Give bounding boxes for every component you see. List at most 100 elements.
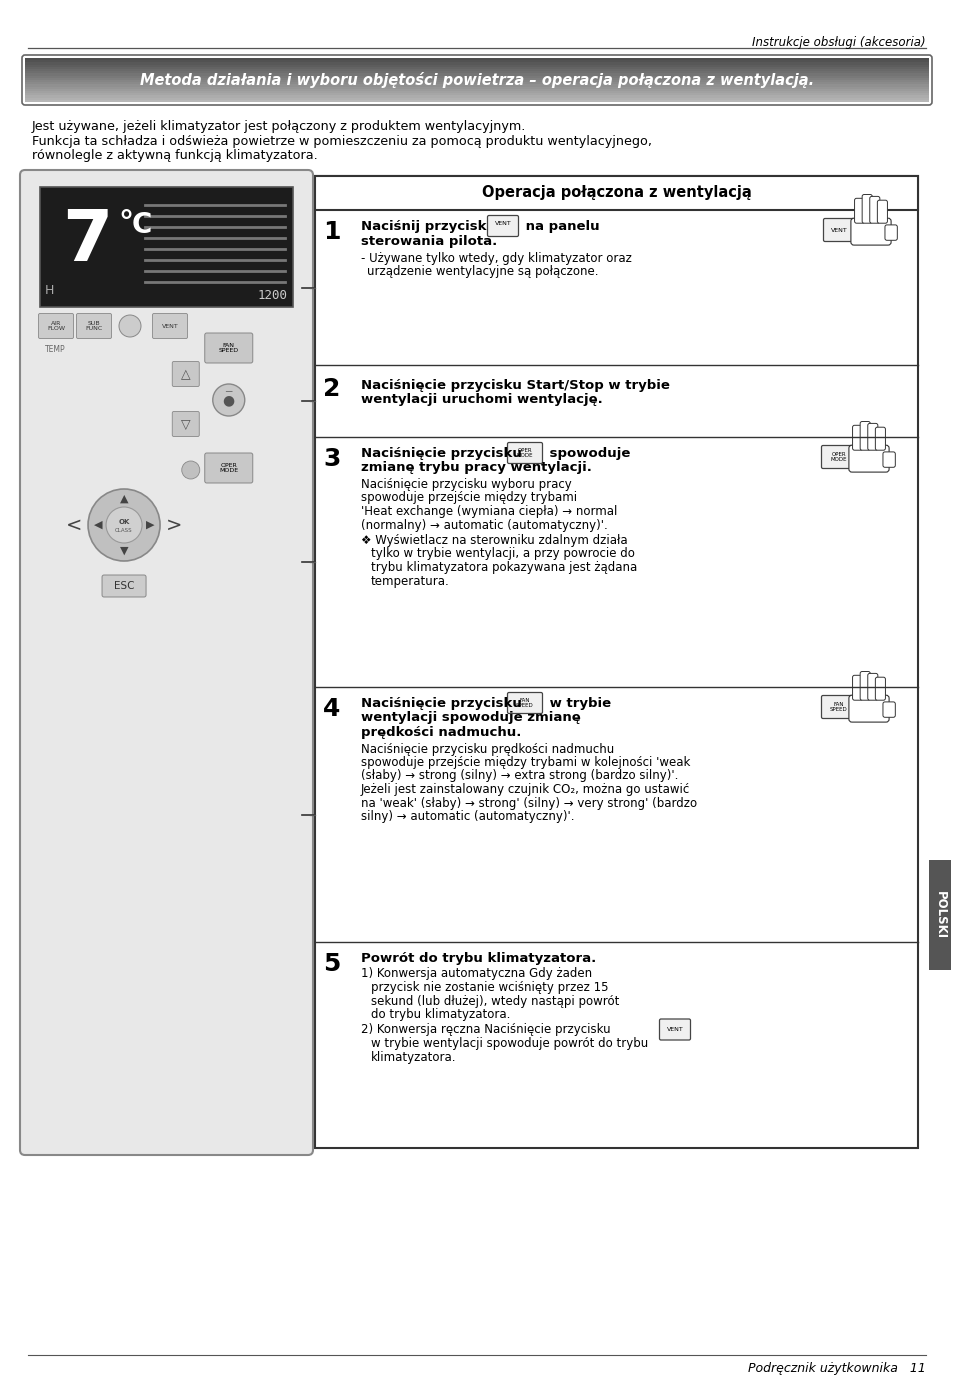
Text: OPER
MODE: OPER MODE (517, 448, 533, 458)
FancyBboxPatch shape (102, 575, 146, 596)
FancyBboxPatch shape (172, 412, 199, 437)
Bar (25, 76, 928, 78)
Text: CLASS: CLASS (115, 528, 132, 533)
Text: AIR
FLOW: AIR FLOW (47, 321, 65, 332)
Text: wentylacji spowoduje zmianę: wentylacji spowoduje zmianę (360, 711, 580, 725)
Circle shape (88, 489, 160, 561)
Text: <: < (66, 515, 82, 535)
Text: 1: 1 (323, 220, 340, 244)
Bar (314, 176, 917, 210)
Text: w trybie wentylacji spowoduje powrót do trybu: w trybie wentylacji spowoduje powrót do … (371, 1037, 648, 1050)
Text: TEMP: TEMP (45, 344, 66, 354)
Text: Funkcja ta schładza i odświeża powietrze w pomieszczeniu za pomocą produktu went: Funkcja ta schładza i odświeża powietrze… (32, 134, 651, 147)
Circle shape (182, 461, 199, 479)
Text: (słaby) → strong (silny) → extra strong (bardzo silny)'.: (słaby) → strong (silny) → extra strong … (360, 770, 678, 783)
FancyBboxPatch shape (884, 225, 897, 241)
Bar (314, 176, 917, 1148)
Bar (25, 78, 928, 80)
Text: Naciśnięcie przycisku prędkości nadmuchu: Naciśnięcie przycisku prędkości nadmuchu (360, 742, 614, 756)
Bar (25, 99, 928, 102)
FancyBboxPatch shape (862, 195, 871, 223)
Text: △: △ (181, 368, 191, 381)
Bar (25, 88, 928, 91)
Text: ●: ● (222, 393, 234, 407)
Text: 5: 5 (323, 952, 340, 976)
Text: SUB
FUNC: SUB FUNC (85, 321, 103, 332)
Bar (25, 98, 928, 101)
FancyBboxPatch shape (822, 218, 854, 241)
FancyBboxPatch shape (877, 200, 886, 223)
FancyBboxPatch shape (487, 216, 518, 237)
Text: 1200: 1200 (257, 288, 288, 302)
Text: na 'weak' (słaby) → strong' (silny) → very strong' (bardzo: na 'weak' (słaby) → strong' (silny) → ve… (360, 797, 697, 809)
Text: równolegle z aktywną funkcją klimatyzatora.: równolegle z aktywną funkcją klimatyzato… (32, 148, 317, 162)
Text: sekund (lub dłużej), wtedy nastąpi powrót: sekund (lub dłużej), wtedy nastąpi powró… (371, 994, 618, 1008)
Bar (25, 60, 928, 63)
Text: °: ° (118, 209, 133, 238)
Bar (25, 84, 928, 87)
Text: trybu klimatyzatora pokazywana jest żądana: trybu klimatyzatora pokazywana jest żąda… (371, 561, 637, 574)
Text: Naciśnięcie przycisku Start/Stop w trybie: Naciśnięcie przycisku Start/Stop w trybi… (360, 379, 669, 392)
Text: H: H (45, 284, 54, 297)
Text: >: > (166, 515, 182, 535)
Text: Naciśnięcie przycisku wyboru pracy: Naciśnięcie przycisku wyboru pracy (360, 477, 571, 491)
FancyBboxPatch shape (205, 333, 253, 363)
Bar (25, 95, 928, 98)
Text: Jest używane, jeżeli klimatyzator jest połączony z produktem wentylacyjnym.: Jest używane, jeżeli klimatyzator jest p… (32, 120, 526, 133)
Text: VENT: VENT (666, 1028, 682, 1032)
Text: - Używane tylko wtedy, gdy klimatyzator oraz: - Używane tylko wtedy, gdy klimatyzator … (360, 252, 631, 265)
FancyBboxPatch shape (20, 169, 313, 1155)
FancyBboxPatch shape (867, 423, 877, 451)
FancyBboxPatch shape (76, 314, 112, 339)
Bar (25, 80, 928, 83)
FancyBboxPatch shape (40, 188, 293, 307)
FancyBboxPatch shape (860, 672, 869, 700)
FancyBboxPatch shape (659, 1019, 690, 1040)
Bar (25, 64, 928, 67)
Text: sterowania pilota.: sterowania pilota. (360, 234, 497, 248)
Text: spowoduje przejście między trybami w kolejności 'weak: spowoduje przejście między trybami w kol… (360, 756, 690, 769)
Text: Podręcznik użytkownika   11: Podręcznik użytkownika 11 (747, 1362, 925, 1375)
FancyBboxPatch shape (38, 314, 73, 339)
FancyBboxPatch shape (850, 218, 890, 245)
Text: spowoduje przejście między trybami: spowoduje przejście między trybami (360, 491, 577, 504)
Text: temperatura.: temperatura. (371, 574, 449, 588)
Text: 3: 3 (323, 447, 340, 470)
Text: wentylacji uruchomi wentylację.: wentylacji uruchomi wentylację. (360, 393, 602, 406)
FancyBboxPatch shape (852, 675, 862, 700)
Bar (25, 57, 928, 60)
FancyBboxPatch shape (875, 678, 884, 700)
FancyBboxPatch shape (848, 445, 888, 472)
FancyBboxPatch shape (821, 445, 856, 469)
FancyBboxPatch shape (882, 452, 894, 468)
Text: OPER
MODE: OPER MODE (219, 462, 238, 473)
Text: zmianę trybu pracy wentylacji.: zmianę trybu pracy wentylacji. (360, 462, 591, 475)
FancyBboxPatch shape (507, 693, 542, 714)
Circle shape (213, 384, 245, 416)
Text: C: C (132, 211, 152, 239)
FancyBboxPatch shape (172, 361, 199, 386)
Text: Metoda działania i wyboru objętości powietrza – operacja połączona z wentylacją.: Metoda działania i wyboru objętości powi… (140, 71, 813, 88)
Text: do trybu klimatyzatora.: do trybu klimatyzatora. (371, 1008, 510, 1021)
Bar (25, 67, 928, 70)
Text: urządzenie wentylacyjne są połączone.: urządzenie wentylacyjne są połączone. (367, 266, 598, 279)
FancyBboxPatch shape (860, 421, 869, 451)
Text: FAN
SPEED: FAN SPEED (218, 343, 238, 353)
Text: OPER
MODE: OPER MODE (830, 452, 846, 462)
Text: na panelu: na panelu (520, 220, 599, 232)
FancyBboxPatch shape (205, 454, 253, 483)
FancyBboxPatch shape (869, 196, 879, 223)
Text: ◀: ◀ (93, 519, 102, 531)
Text: VENT: VENT (161, 323, 178, 329)
Text: w trybie: w trybie (544, 697, 611, 710)
FancyBboxPatch shape (928, 860, 950, 970)
Text: ▼: ▼ (120, 546, 128, 556)
Text: prędkości nadmuchu.: prędkości nadmuchu. (360, 727, 521, 739)
Text: Naciśnięcie przycisku: Naciśnięcie przycisku (360, 447, 521, 461)
Bar (25, 83, 928, 85)
Text: ❖ Wyświetlacz na sterowniku zdalnym działa: ❖ Wyświetlacz na sterowniku zdalnym dzia… (360, 533, 627, 547)
FancyBboxPatch shape (848, 696, 888, 722)
FancyBboxPatch shape (882, 701, 894, 717)
FancyBboxPatch shape (152, 314, 188, 339)
FancyBboxPatch shape (867, 673, 877, 700)
